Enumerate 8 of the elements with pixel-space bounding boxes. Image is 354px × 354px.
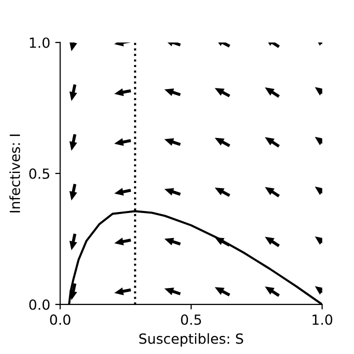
y-axis-title: Infectives: I bbox=[9, 134, 20, 212]
x-tick-label: 1.0 bbox=[312, 314, 332, 325]
x-axis-title: Susceptibles: S bbox=[139, 333, 244, 347]
y-tick-label: 1.0 bbox=[30, 37, 50, 48]
y-tick-label: 0.5 bbox=[29, 168, 50, 179]
x-tick-label: 0.5 bbox=[181, 314, 201, 325]
x-tick-label: 0.0 bbox=[50, 314, 70, 325]
y-tick-label: 0.0 bbox=[29, 299, 50, 310]
